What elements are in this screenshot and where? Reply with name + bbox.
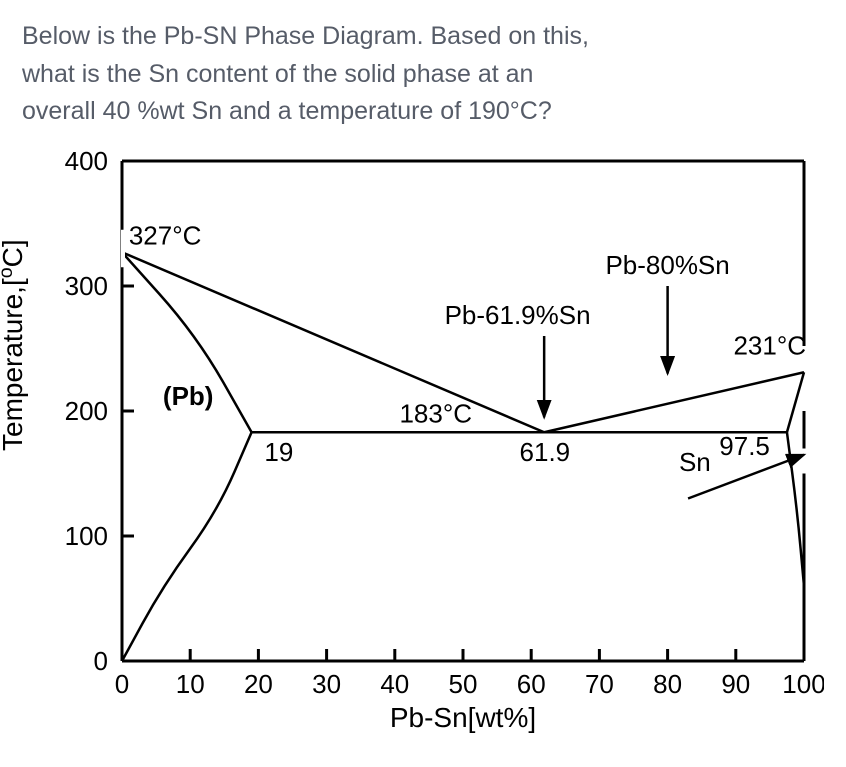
svg-text:0: 0 (115, 669, 129, 699)
phase-diagram-chart: Temperature,[oC] 01002003004000102030405… (22, 151, 824, 741)
svg-text:40: 40 (380, 669, 409, 699)
svg-text:Pb-61.9%Sn: Pb-61.9%Sn (445, 300, 591, 330)
question-line2: what is the Sn content of the solid phas… (22, 60, 533, 88)
svg-text:50: 50 (449, 669, 478, 699)
svg-text:70: 70 (585, 669, 614, 699)
svg-text:300: 300 (65, 271, 108, 301)
svg-text:19: 19 (264, 437, 293, 467)
question-line3: overall 40 %wt Sn and a temperature of 1… (22, 97, 552, 125)
svg-text:0: 0 (94, 646, 108, 676)
svg-text:100: 100 (65, 521, 108, 551)
svg-text:90: 90 (721, 669, 750, 699)
svg-text:Sn: Sn (679, 447, 711, 477)
svg-text:100: 100 (782, 669, 824, 699)
svg-text:327°C: 327°C (129, 220, 202, 250)
svg-text:Pb-80%Sn: Pb-80%Sn (605, 250, 729, 280)
svg-text:400: 400 (65, 151, 108, 176)
y-axis-label: Temperature,[oC] (0, 239, 29, 451)
svg-text:30: 30 (312, 669, 341, 699)
svg-text:97.5: 97.5 (719, 430, 770, 460)
svg-text:10: 10 (176, 669, 205, 699)
question-text: Below is the Pb-SN Phase Diagram. Based … (22, 18, 824, 131)
svg-text:200: 200 (65, 396, 108, 426)
question-line1: Below is the Pb-SN Phase Diagram. Based … (22, 22, 589, 50)
svg-text:Pb-Sn[wt%]: Pb-Sn[wt%] (390, 702, 536, 733)
svg-text:80: 80 (653, 669, 682, 699)
svg-text:(Pb): (Pb) (163, 380, 214, 410)
svg-text:183°C: 183°C (399, 398, 472, 428)
svg-text:61.9: 61.9 (520, 437, 571, 467)
phase-diagram-svg: 0 100 200 300 400 0 10 20 30 40 50 60 70 80 90 100 Pb-Sn… (22, 151, 824, 741)
svg-text:20: 20 (244, 669, 273, 699)
svg-text:231°C: 231°C (733, 330, 806, 360)
svg-text:60: 60 (517, 669, 546, 699)
